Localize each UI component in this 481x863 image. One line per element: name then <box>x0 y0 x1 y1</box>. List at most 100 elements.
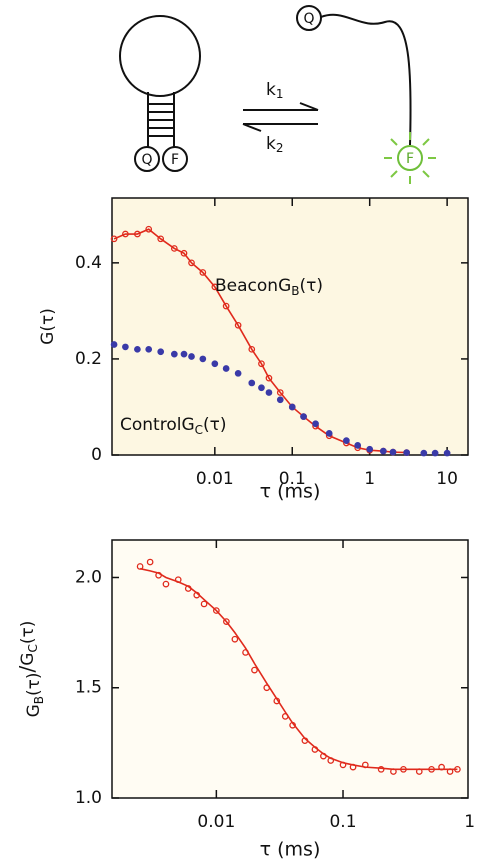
data-point <box>248 345 256 353</box>
symbol: G <box>18 653 38 666</box>
data-point <box>265 389 273 396</box>
arrow-head <box>242 123 262 132</box>
quencher-circle <box>134 146 160 172</box>
y-axis-label: GB(τ)/GC(τ) <box>15 621 46 718</box>
data-point <box>122 343 129 351</box>
data-point <box>389 448 397 456</box>
data-point <box>265 374 273 382</box>
data-point <box>145 225 153 233</box>
data-point <box>211 283 219 291</box>
data-point <box>199 355 207 363</box>
data-point <box>188 353 195 360</box>
data-point <box>222 302 230 310</box>
fluorophore-label: F <box>171 152 179 168</box>
strand <box>320 13 412 146</box>
data-point <box>276 389 284 396</box>
data-point <box>157 235 165 243</box>
subscript: B <box>291 284 299 298</box>
data-point <box>188 259 195 267</box>
x-tick-label: 10 <box>436 469 458 489</box>
rate-label: k2 <box>266 134 284 155</box>
y-tick-label: 2.0 <box>75 567 102 587</box>
series-name: Beacon <box>215 276 278 296</box>
data-point <box>110 341 118 348</box>
rate-label: k1 <box>266 80 284 101</box>
x-axis-label: τ (ms) <box>260 839 321 861</box>
hairpin-loop <box>119 15 201 97</box>
y-tick-label: 0 <box>91 445 102 465</box>
y-axis-label: G(τ) <box>38 308 58 345</box>
fluorophore-label: F <box>406 151 414 167</box>
data-point <box>145 345 153 353</box>
data-point <box>162 580 170 588</box>
data-point <box>276 396 284 404</box>
data-point <box>122 230 129 238</box>
data-point <box>170 350 178 358</box>
y-tick-label: 1.0 <box>75 788 102 808</box>
data-point <box>222 365 230 372</box>
series-line <box>139 567 458 771</box>
data-point <box>288 403 296 411</box>
subscript: C <box>26 644 40 652</box>
data-point <box>366 445 374 453</box>
arrow-head <box>299 102 319 111</box>
quencher-circle <box>296 5 322 31</box>
data-point <box>258 360 265 368</box>
data-point <box>234 321 242 329</box>
y-tick-label: 0.4 <box>75 253 102 273</box>
data-point <box>420 449 428 457</box>
x-axis-label: τ (ms) <box>260 481 321 503</box>
fluorophore-circle <box>162 146 188 172</box>
data-point <box>146 558 154 566</box>
argument: (τ) <box>299 276 323 296</box>
data-point <box>199 269 207 276</box>
data-point <box>200 600 208 608</box>
data-point <box>312 420 319 428</box>
data-point <box>379 447 387 455</box>
data-point <box>234 369 242 377</box>
data-point <box>170 245 178 252</box>
data-point <box>180 249 188 257</box>
x-tick-label: 0.01 <box>196 469 234 489</box>
x-tick-label: 1 <box>364 469 375 489</box>
series-name: Control <box>120 415 181 435</box>
data-point <box>431 449 439 457</box>
data-point <box>231 635 239 643</box>
data-point <box>134 345 141 353</box>
data-point <box>211 360 219 368</box>
data-point <box>248 379 256 387</box>
data-point <box>343 437 350 444</box>
data-point <box>110 235 118 243</box>
series-label: ControlGC(τ) <box>120 415 227 437</box>
rate-subscript: 2 <box>276 141 284 155</box>
subscript: B <box>32 696 46 704</box>
x-tick-label: 0.01 <box>197 812 235 832</box>
plot-area <box>111 197 469 456</box>
data-point <box>443 449 451 457</box>
rate-subscript: 1 <box>276 87 284 101</box>
data-point <box>325 430 333 437</box>
data-point <box>180 350 188 358</box>
data-point <box>157 348 165 356</box>
diagram: Q F Q F k1 k2 <box>119 5 436 184</box>
subscript: C <box>195 423 203 437</box>
symbol: G <box>181 415 194 435</box>
symbol: G <box>278 276 291 296</box>
fluorophore-circle <box>397 145 423 171</box>
data-point <box>223 618 230 625</box>
y-tick-label: 0.2 <box>75 349 102 369</box>
data-point <box>251 666 258 674</box>
data-point <box>403 449 410 456</box>
data-point <box>354 442 362 449</box>
rate-symbol: k <box>266 134 276 154</box>
x-tick-label: 0.1 <box>279 469 306 489</box>
data-point <box>258 384 265 392</box>
argument: (τ) <box>18 621 38 645</box>
data-point <box>377 765 385 773</box>
x-tick-label: 1 <box>464 812 475 832</box>
data-point <box>300 413 307 420</box>
symbol: G <box>24 704 44 717</box>
separator: / <box>15 665 39 672</box>
quencher-label: Q <box>141 152 152 168</box>
